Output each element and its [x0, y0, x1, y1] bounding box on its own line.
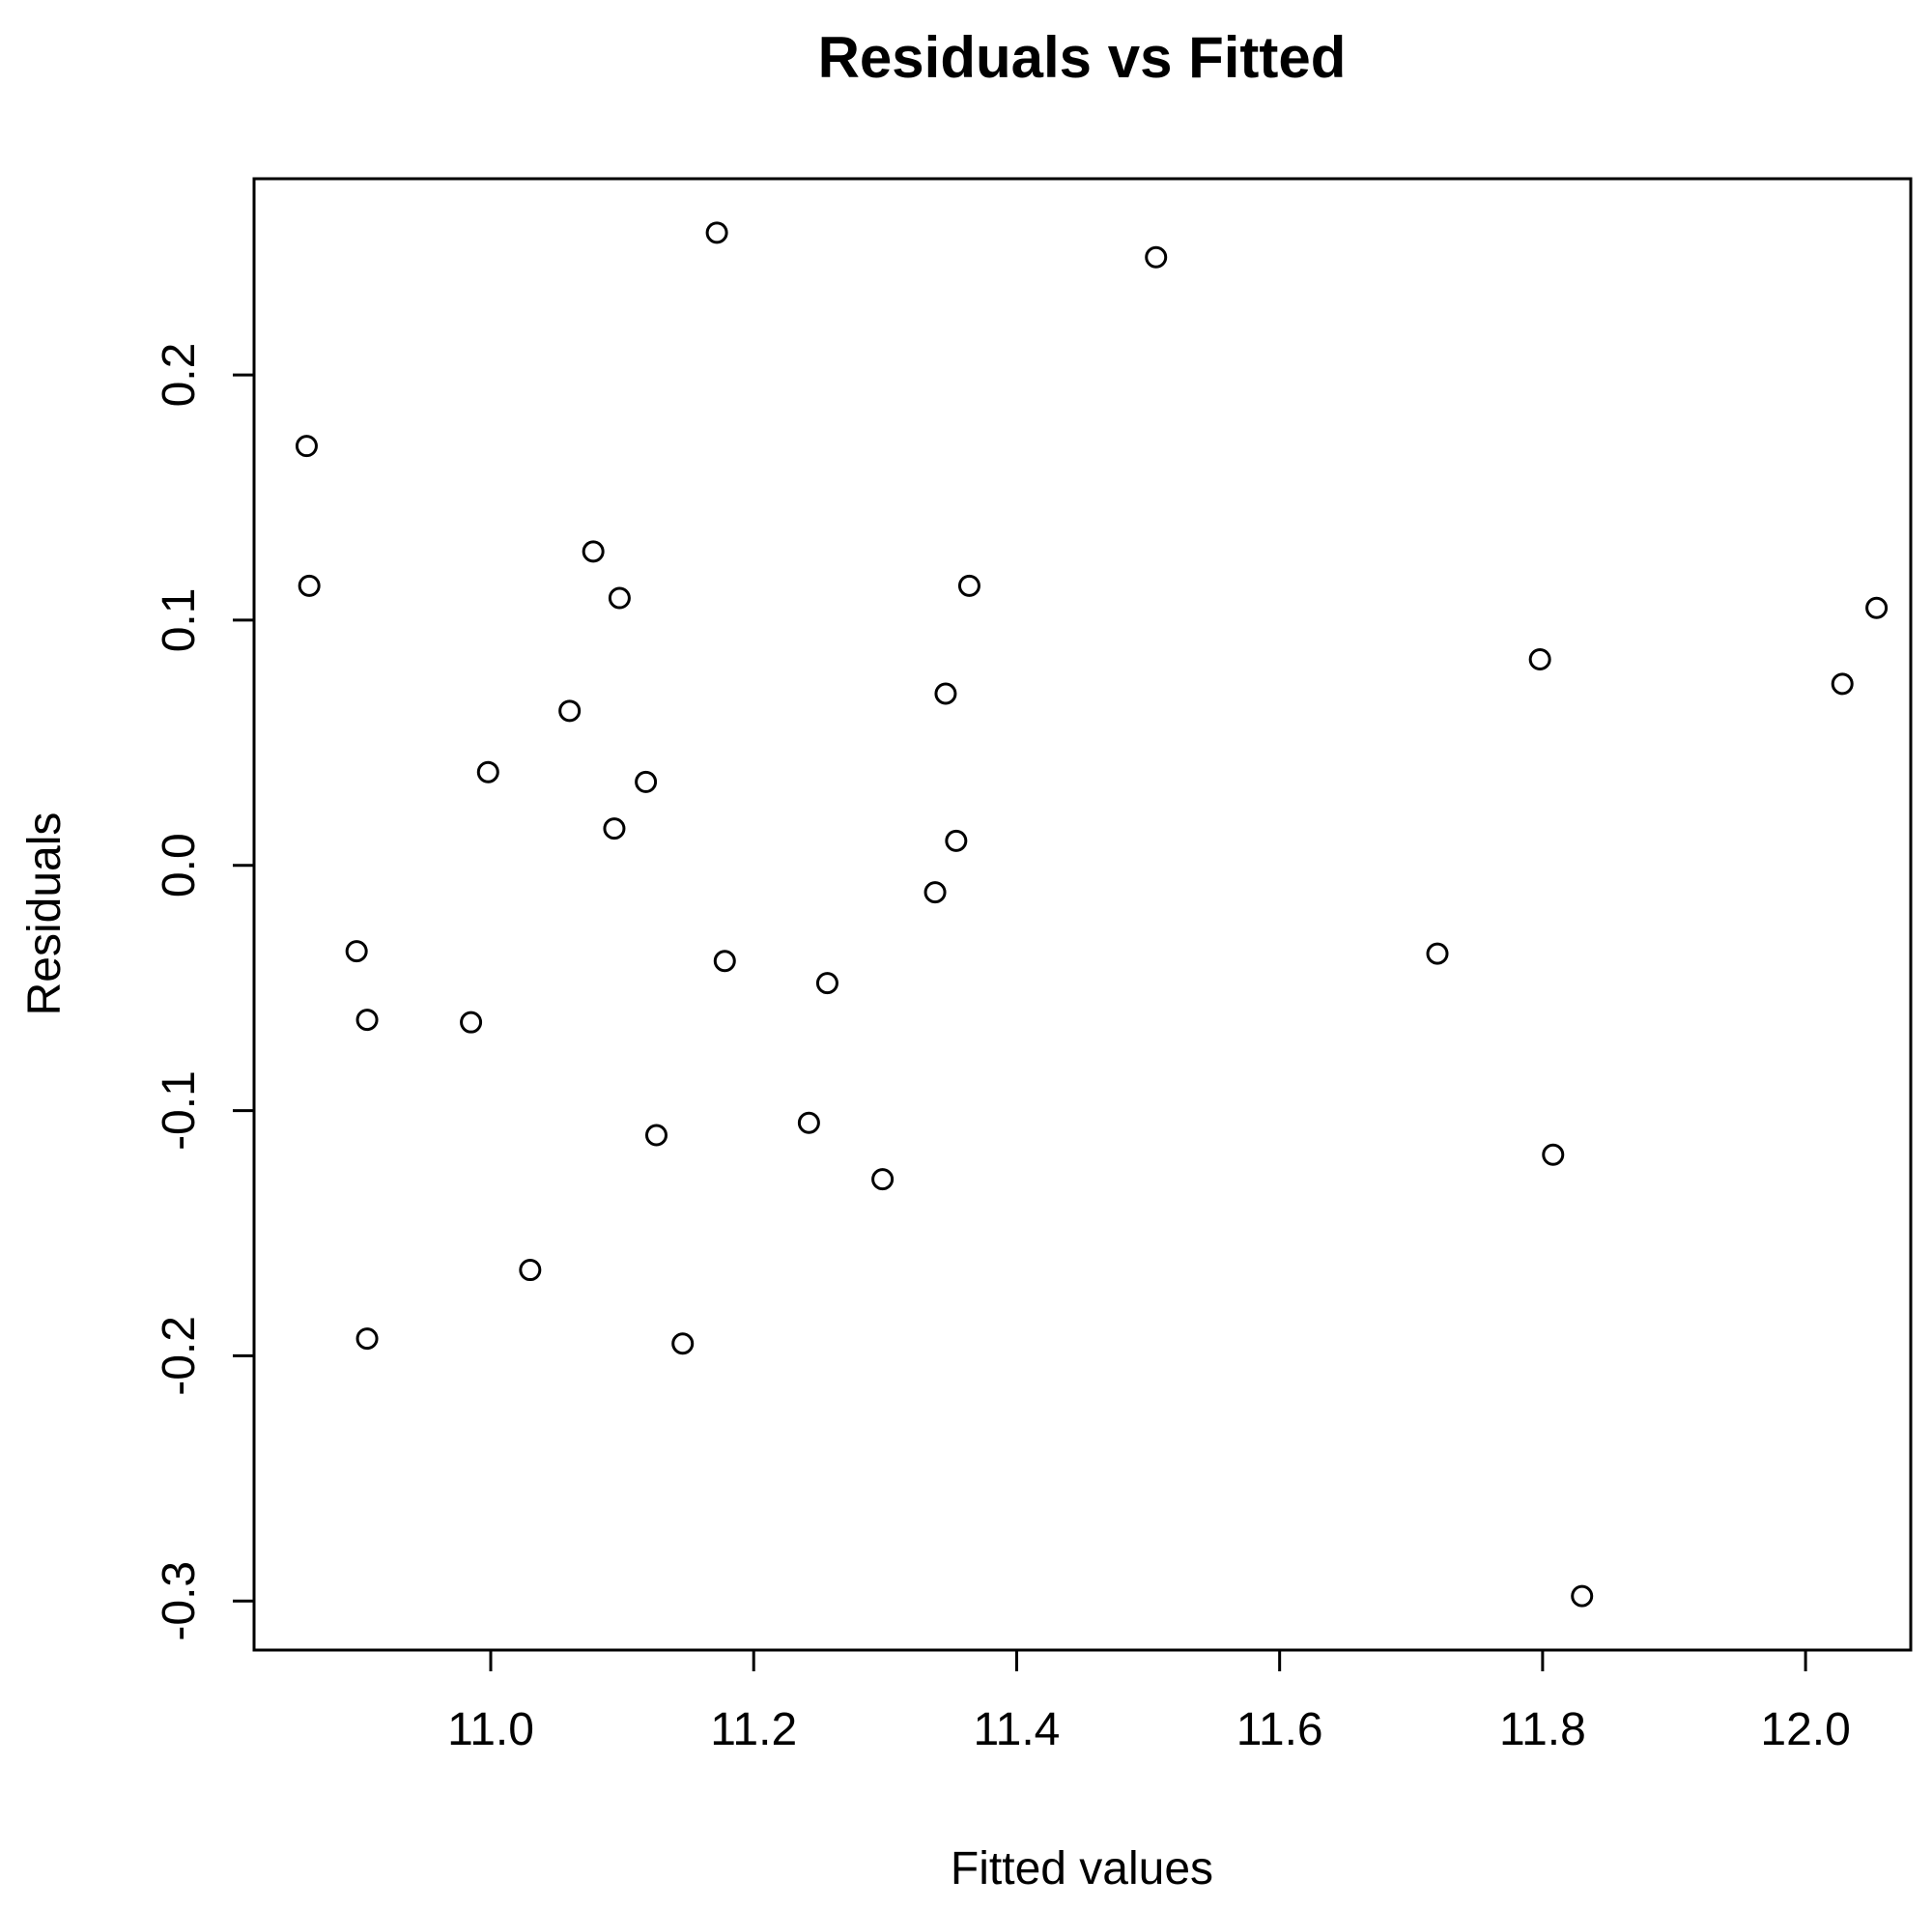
y-tick-label: -0.3 — [154, 1561, 205, 1641]
data-point — [635, 770, 658, 793]
data-point — [1831, 672, 1854, 696]
x-tick-label: 11.2 — [710, 1704, 797, 1755]
plot-frame — [252, 177, 1913, 1652]
data-point — [797, 1111, 820, 1134]
y-tick-label: 0.1 — [154, 588, 205, 653]
data-point — [815, 972, 838, 995]
x-tick-label: 12.0 — [1760, 1704, 1850, 1755]
data-point — [671, 1332, 695, 1355]
data-point — [298, 574, 321, 597]
data-point — [582, 540, 605, 563]
data-point — [476, 760, 499, 783]
data-point — [1865, 596, 1889, 619]
y-tick-label: 0.0 — [154, 833, 205, 897]
data-point — [645, 1124, 668, 1147]
data-point — [871, 1168, 895, 1191]
data-point — [945, 829, 968, 852]
data-point — [1571, 1584, 1594, 1608]
y-tick-label: -0.2 — [154, 1316, 205, 1396]
y-axis: -0.3 -0.2 -0.1 0.0 0.1 0.2 — [154, 343, 256, 1641]
data-point — [603, 817, 626, 840]
data-point — [519, 1259, 542, 1282]
data-point — [1145, 245, 1168, 269]
data-point — [705, 221, 728, 244]
y-tick-label: 0.2 — [154, 343, 205, 408]
data-point — [1542, 1143, 1565, 1166]
y-axis-label: Residuals — [19, 812, 71, 1016]
data-point — [460, 1011, 483, 1034]
data-points — [295, 221, 1889, 1608]
data-point — [295, 435, 318, 458]
data-point — [345, 940, 368, 963]
x-axis-label: Fitted values — [951, 1843, 1213, 1894]
chart-title: Residuals vs Fitted — [818, 25, 1347, 90]
x-tick-label: 11.4 — [974, 1704, 1061, 1755]
x-tick-label: 11.8 — [1499, 1704, 1586, 1755]
data-point — [355, 1009, 379, 1032]
x-axis: 11.0 11.2 11.4 11.6 11.8 12.0 — [447, 1648, 1851, 1755]
data-point — [1528, 648, 1551, 671]
data-point — [934, 682, 957, 705]
data-point — [1426, 942, 1449, 965]
data-point — [957, 574, 980, 597]
data-point — [558, 699, 582, 723]
x-tick-label: 11.0 — [447, 1704, 534, 1755]
data-point — [713, 950, 736, 973]
y-tick-label: -0.1 — [154, 1070, 205, 1151]
data-point — [355, 1327, 379, 1351]
x-tick-label: 11.6 — [1236, 1704, 1323, 1755]
data-point — [608, 586, 631, 610]
data-point — [923, 881, 947, 904]
